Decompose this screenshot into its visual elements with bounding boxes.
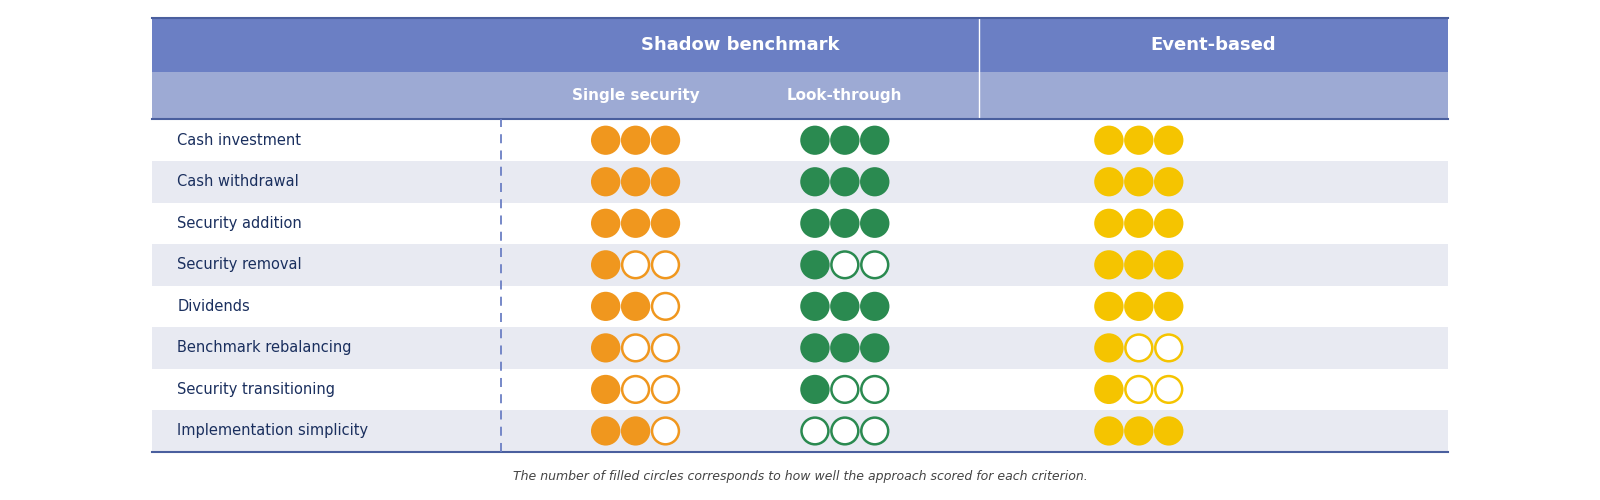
Circle shape: [1155, 334, 1182, 361]
Circle shape: [1096, 127, 1122, 154]
Circle shape: [1125, 252, 1152, 278]
Circle shape: [1155, 376, 1182, 403]
Circle shape: [622, 210, 650, 236]
Circle shape: [802, 293, 829, 320]
Circle shape: [592, 252, 619, 278]
Circle shape: [1155, 168, 1182, 195]
Circle shape: [832, 252, 858, 278]
Circle shape: [622, 293, 650, 320]
Circle shape: [1125, 127, 1152, 154]
Circle shape: [1155, 252, 1182, 278]
Circle shape: [653, 168, 678, 195]
Circle shape: [861, 210, 888, 236]
Circle shape: [1125, 418, 1152, 444]
Circle shape: [861, 168, 888, 195]
Circle shape: [653, 293, 678, 320]
Circle shape: [622, 252, 650, 278]
Circle shape: [1155, 210, 1182, 236]
Text: Security transitioning: Security transitioning: [178, 382, 334, 397]
Circle shape: [802, 210, 829, 236]
Text: Cash investment: Cash investment: [178, 132, 301, 148]
Circle shape: [861, 418, 888, 444]
Text: Shadow benchmark: Shadow benchmark: [642, 36, 840, 54]
Bar: [152, 286, 1448, 327]
Bar: [152, 410, 1448, 452]
Circle shape: [832, 210, 858, 236]
Circle shape: [1125, 210, 1152, 236]
Circle shape: [861, 293, 888, 320]
Circle shape: [861, 127, 888, 154]
Circle shape: [832, 293, 858, 320]
Circle shape: [653, 252, 678, 278]
Bar: [152, 72, 1448, 120]
Circle shape: [622, 334, 650, 361]
Circle shape: [1125, 334, 1152, 361]
Bar: [152, 368, 1448, 410]
Bar: [152, 161, 1448, 202]
Bar: [152, 202, 1448, 244]
Text: Implementation simplicity: Implementation simplicity: [178, 424, 368, 438]
Circle shape: [1125, 168, 1152, 195]
Circle shape: [1096, 252, 1122, 278]
Circle shape: [832, 334, 858, 361]
Circle shape: [622, 168, 650, 195]
Circle shape: [1096, 376, 1122, 403]
Circle shape: [1096, 293, 1122, 320]
Circle shape: [653, 334, 678, 361]
Bar: [152, 120, 1448, 161]
Circle shape: [653, 376, 678, 403]
Circle shape: [861, 252, 888, 278]
Circle shape: [592, 127, 619, 154]
Circle shape: [592, 376, 619, 403]
Text: Dividends: Dividends: [178, 299, 250, 314]
Circle shape: [1155, 293, 1182, 320]
Circle shape: [653, 127, 678, 154]
Circle shape: [1155, 418, 1182, 444]
Circle shape: [1096, 418, 1122, 444]
Circle shape: [802, 418, 829, 444]
Circle shape: [592, 418, 619, 444]
Circle shape: [802, 334, 829, 361]
Text: Event-based: Event-based: [1150, 36, 1277, 54]
Text: Benchmark rebalancing: Benchmark rebalancing: [178, 340, 352, 355]
Circle shape: [592, 334, 619, 361]
Circle shape: [832, 127, 858, 154]
Circle shape: [622, 127, 650, 154]
Circle shape: [832, 418, 858, 444]
Circle shape: [653, 210, 678, 236]
Circle shape: [1125, 376, 1152, 403]
Circle shape: [1125, 293, 1152, 320]
Text: Look-through: Look-through: [787, 88, 902, 103]
Circle shape: [832, 376, 858, 403]
Circle shape: [1155, 127, 1182, 154]
Circle shape: [861, 334, 888, 361]
Circle shape: [1096, 334, 1122, 361]
Bar: [152, 18, 1448, 72]
Circle shape: [802, 376, 829, 403]
Text: Cash withdrawal: Cash withdrawal: [178, 174, 299, 190]
Bar: [152, 244, 1448, 286]
Circle shape: [592, 293, 619, 320]
Text: The number of filled circles corresponds to how well the approach scored for eac: The number of filled circles corresponds…: [512, 470, 1088, 482]
Circle shape: [622, 418, 650, 444]
Text: Security addition: Security addition: [178, 216, 302, 231]
Circle shape: [592, 210, 619, 236]
Circle shape: [592, 168, 619, 195]
Circle shape: [802, 168, 829, 195]
Circle shape: [832, 168, 858, 195]
Circle shape: [802, 252, 829, 278]
Circle shape: [1096, 168, 1122, 195]
Text: Security removal: Security removal: [178, 258, 302, 272]
Bar: [152, 327, 1448, 368]
Circle shape: [622, 376, 650, 403]
Circle shape: [653, 418, 678, 444]
Circle shape: [861, 376, 888, 403]
Circle shape: [1096, 210, 1122, 236]
Circle shape: [802, 127, 829, 154]
Text: Single security: Single security: [571, 88, 699, 103]
